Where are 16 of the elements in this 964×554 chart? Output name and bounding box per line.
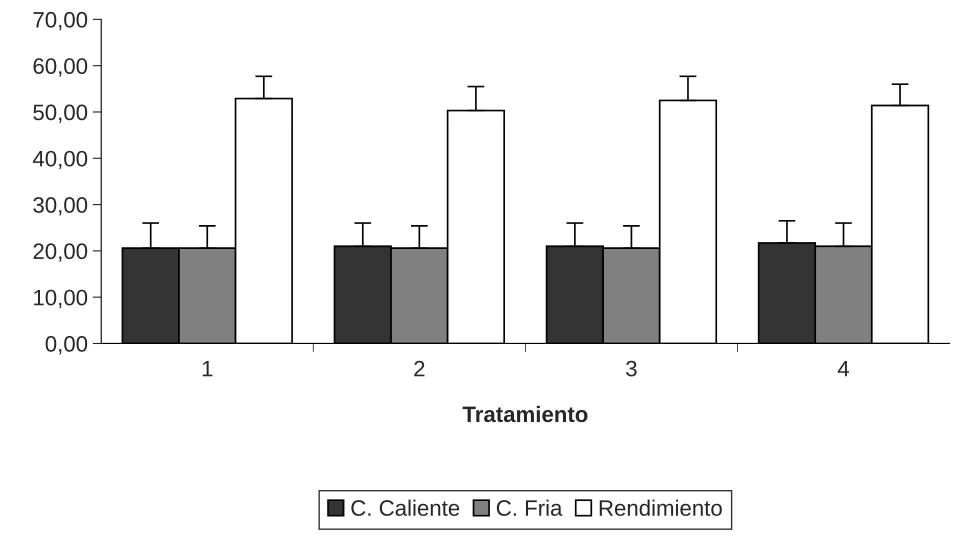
y-tick-label: 20,00 xyxy=(34,243,88,262)
legend-label: C. Caliente xyxy=(351,500,460,516)
y-tick-label: 30,00 xyxy=(33,197,88,216)
y-tick-label: 60,00 xyxy=(34,58,88,77)
y-tick-label: 70,00 xyxy=(34,12,88,30)
y-tick-label: 40,00 xyxy=(32,150,88,170)
x-tick-label: 1 xyxy=(202,360,212,376)
y-tick-label: 0,00 xyxy=(46,336,88,354)
x-tick-label: 2 xyxy=(414,360,424,376)
x-tick-label: 3 xyxy=(626,360,637,376)
x-tick-label: 4 xyxy=(838,360,850,376)
legend-label: C. Fria xyxy=(496,500,562,516)
y-tick-label: 50,00 xyxy=(33,104,88,123)
x-axis-title: Tratamiento xyxy=(462,406,588,422)
y-tick-label: 10,00 xyxy=(34,290,88,308)
legend-label: Rendimiento xyxy=(600,500,722,516)
